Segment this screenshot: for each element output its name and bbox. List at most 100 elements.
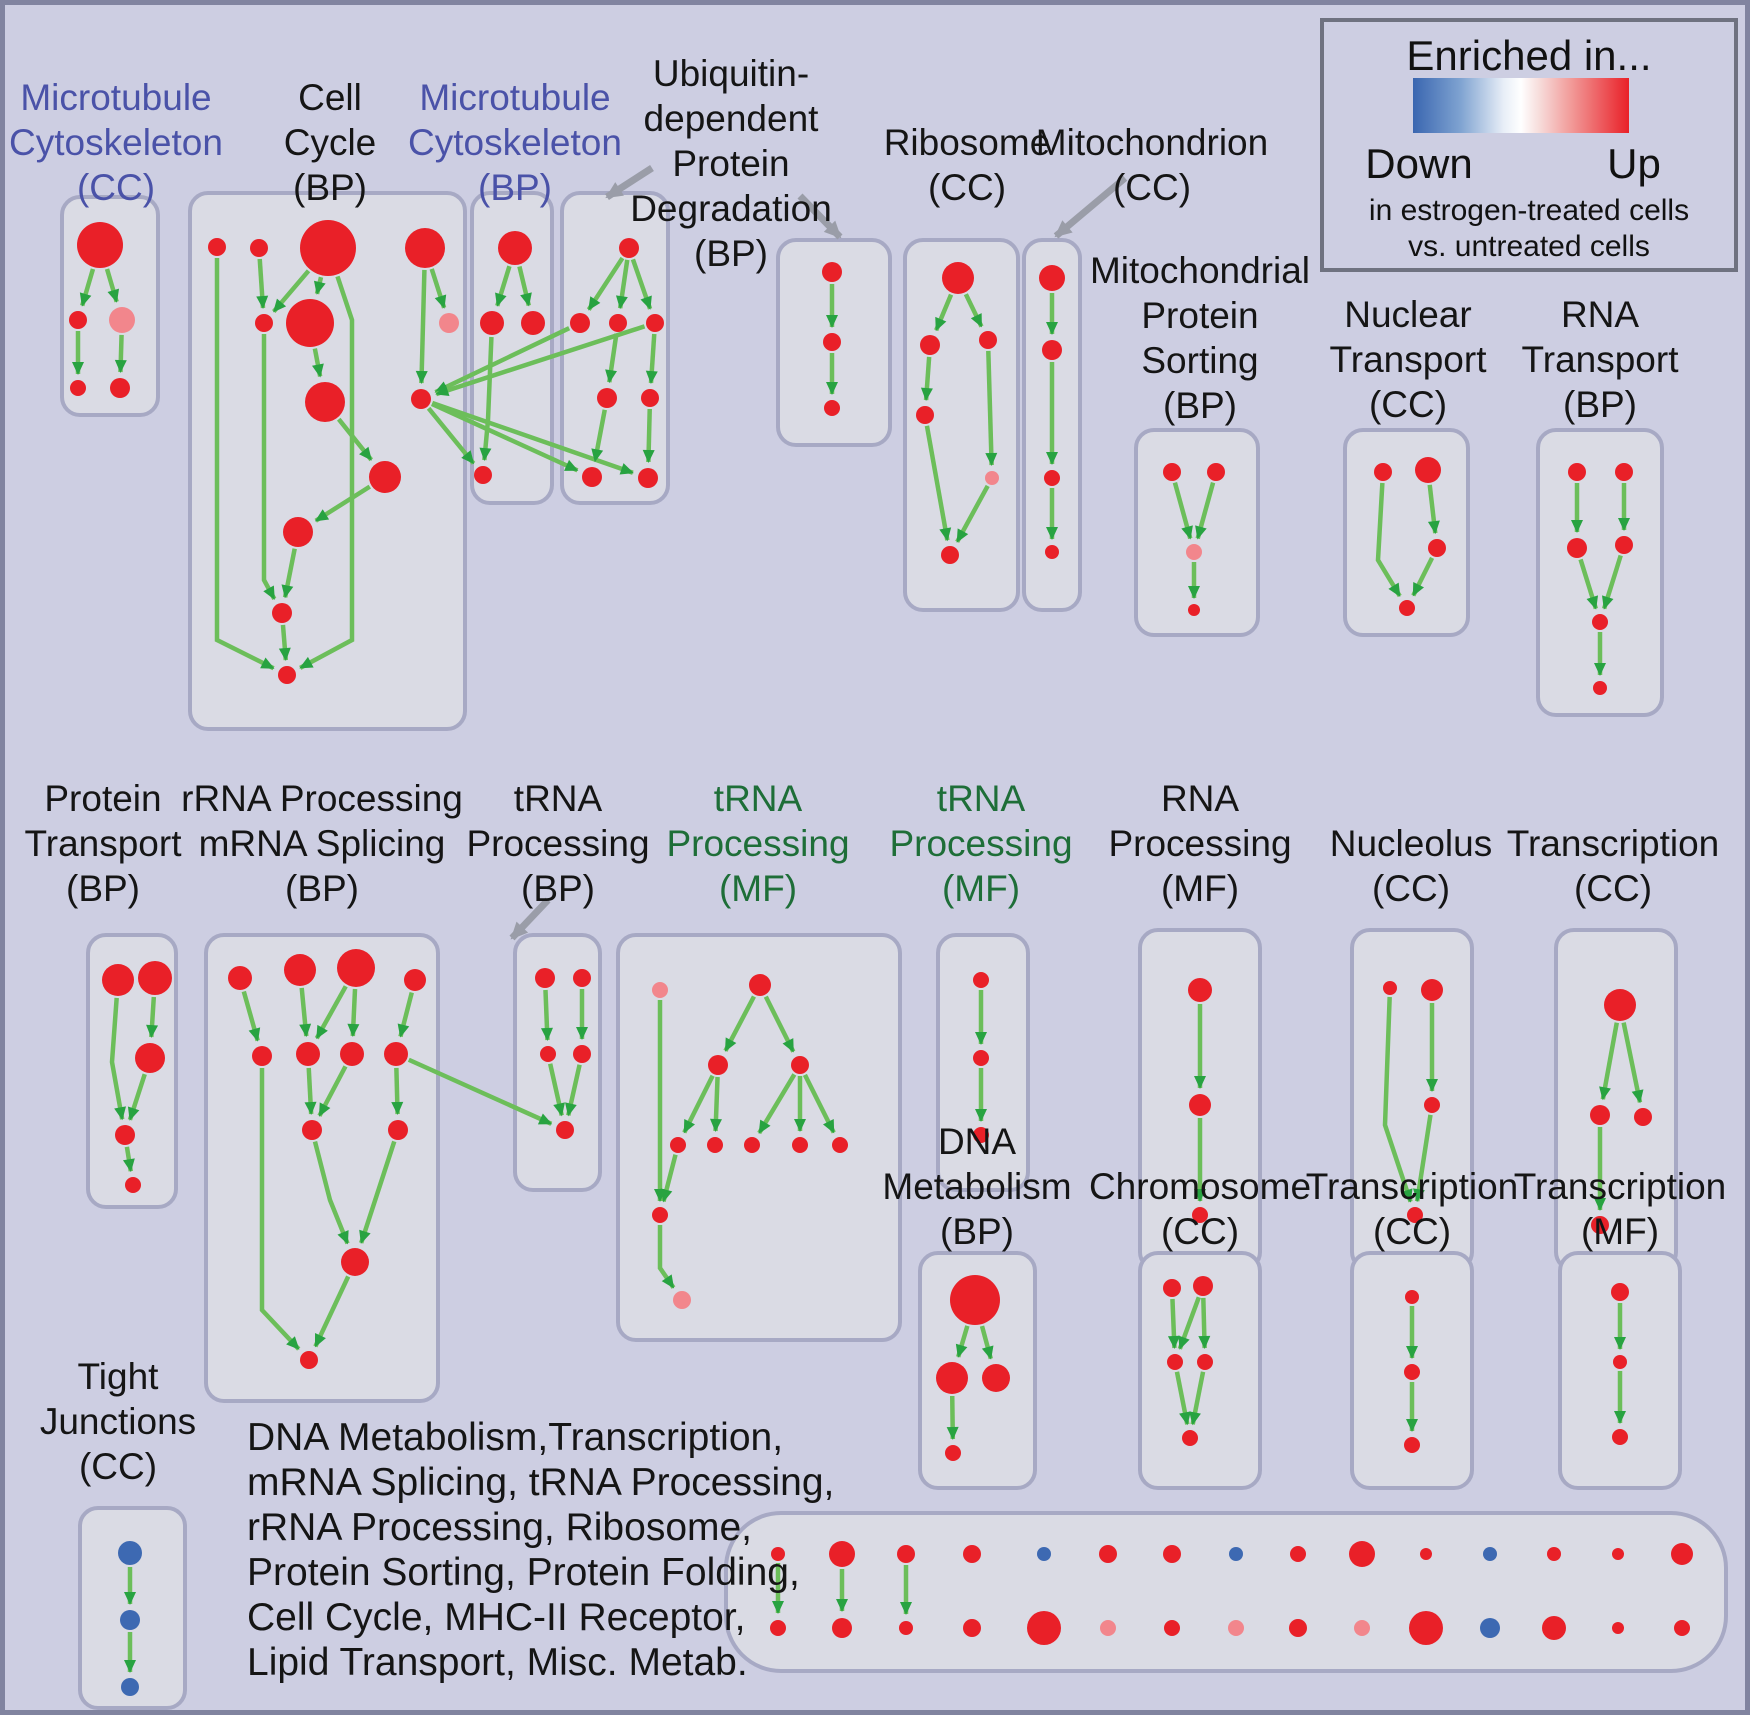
go-node: [283, 517, 313, 547]
edge-arrow: [261, 334, 277, 601]
edge-arrow: [586, 256, 625, 311]
go-node: [1399, 600, 1415, 616]
go-node: [118, 1541, 142, 1565]
go-node: [1568, 463, 1586, 481]
legend-subtitle-line2: vs. untreated cells: [1408, 230, 1650, 263]
go-node: [619, 238, 639, 258]
annotation-arrow: [797, 193, 843, 240]
go-node: [1163, 1279, 1181, 1297]
go-node: [556, 1121, 574, 1139]
go-node: [1374, 463, 1392, 481]
edge-arrow: [985, 350, 998, 467]
edge-arrow: [642, 408, 655, 464]
go-node: [1615, 463, 1633, 481]
edge-arrow: [1602, 554, 1623, 610]
annotation-arrow: [1053, 175, 1128, 239]
go-node: [941, 546, 959, 564]
grid-node: [963, 1545, 981, 1563]
grid-node: [1354, 1620, 1370, 1636]
go-node: [646, 314, 664, 332]
edge-arrow: [314, 985, 348, 1040]
go-node: [102, 964, 134, 996]
edge-arrow: [1599, 1022, 1619, 1101]
go-node: [673, 1291, 691, 1309]
legend-down-label: Down: [1365, 140, 1473, 187]
grid-node: [1674, 1620, 1690, 1636]
edge-arrow: [317, 1065, 348, 1117]
go-node: [945, 1445, 961, 1461]
grid-node: [1612, 1548, 1624, 1560]
go-node: [950, 1275, 1000, 1325]
go-node: [792, 1137, 808, 1153]
go-node: [341, 1248, 369, 1276]
go-node: [1383, 981, 1397, 995]
edge-arrow: [547, 1063, 565, 1117]
edge-arrow: [146, 996, 159, 1039]
go-node: [920, 335, 940, 355]
go-node: [652, 982, 668, 998]
go-node: [1592, 614, 1608, 630]
go-node: [70, 380, 86, 396]
go-node: [77, 222, 123, 268]
go-node: [1182, 1430, 1198, 1446]
go-node: [832, 1137, 848, 1153]
go-node: [1615, 536, 1633, 554]
go-node: [1567, 538, 1587, 558]
go-node: [982, 1364, 1010, 1392]
go-node: [1415, 457, 1441, 483]
go-node: [369, 461, 401, 493]
annotation-arrow: [605, 165, 654, 200]
go-node: [305, 382, 345, 422]
edge-arrow: [415, 269, 428, 385]
go-node: [115, 1125, 135, 1145]
edge-arrow: [256, 258, 269, 310]
edge-arrow: [1578, 558, 1599, 610]
grid-node: [897, 1545, 915, 1563]
cluster-box-mps: [1134, 428, 1260, 637]
grid-node: [1290, 1546, 1306, 1562]
edge-arrow: [517, 265, 532, 307]
go-node: [973, 1050, 989, 1066]
cluster-box-rnat: [1536, 428, 1664, 717]
edge-arrow: [934, 293, 954, 332]
edge-arrow: [1382, 996, 1413, 1203]
go-node: [744, 1137, 760, 1153]
cluster-box-tcc2: [1554, 928, 1678, 1272]
go-node: [1039, 265, 1065, 291]
go-node: [1207, 463, 1225, 481]
edge-arrow: [391, 1067, 404, 1116]
go-node: [582, 467, 602, 487]
go-node: [609, 314, 627, 332]
go-node: [597, 388, 617, 408]
grid-node: [1037, 1547, 1051, 1561]
edge-arrow: [272, 269, 311, 314]
grid-node: [1483, 1547, 1497, 1561]
go-node: [573, 1045, 591, 1063]
edge-arrow: [281, 548, 297, 599]
go-node: [791, 1056, 809, 1074]
edge-arrow: [1172, 482, 1193, 540]
go-node: [535, 968, 555, 988]
edge-arrow: [426, 406, 476, 465]
edge-arrow: [434, 326, 571, 395]
shared-terms-box: [724, 1511, 1728, 1673]
edge-arrow: [963, 293, 984, 328]
go-node: [1591, 1216, 1609, 1234]
cluster-box-tmf3: [1558, 1251, 1682, 1490]
edge-arrow: [336, 417, 374, 462]
go-node: [121, 1678, 139, 1696]
cluster-box-tj: [78, 1506, 187, 1710]
go-node: [916, 406, 934, 424]
edge-arrow: [304, 1067, 317, 1116]
edge-arrow: [979, 1325, 994, 1360]
go-node: [979, 331, 997, 349]
go-node: [284, 954, 316, 986]
grid-node: [829, 1541, 855, 1567]
go-node: [1192, 1207, 1208, 1223]
edge-arrow: [709, 1076, 722, 1133]
edge-arrow: [1174, 1371, 1191, 1426]
edge-arrow: [347, 988, 360, 1038]
edge-arrow: [924, 425, 952, 542]
go-node: [1186, 544, 1202, 560]
go-node: [1404, 1437, 1420, 1453]
